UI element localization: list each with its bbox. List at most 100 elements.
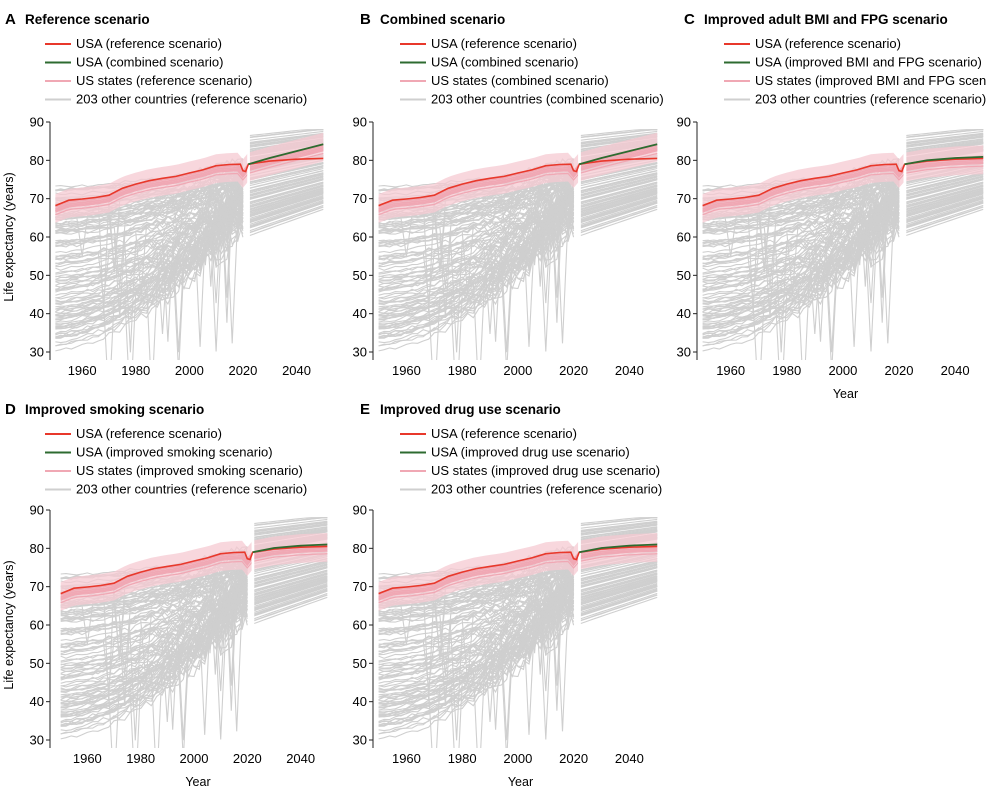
usa-reference-line [55,157,324,207]
country-line [702,172,900,323]
x-tick-label: 2000 [175,363,204,378]
country-line [378,560,575,711]
country-line [579,563,658,584]
legend-label: USA (combined scenario) [431,55,578,70]
country-line [252,517,328,526]
country-line [904,206,984,234]
country-line [55,186,244,261]
usa-scenario-line [579,543,658,554]
country-line [579,585,658,611]
x-tick-label: 2020 [559,751,588,766]
panel-letter: B [360,11,371,28]
country-line [579,187,658,211]
country-line [378,182,574,353]
x-tick-label: 1960 [73,751,102,766]
country-line [904,191,984,216]
country-line [702,196,900,360]
country-line [378,172,575,323]
x-tick-label: 2040 [286,751,315,766]
y-tick-label: 80 [30,153,44,168]
us-state-line [60,548,328,599]
country-line [579,523,658,535]
country-line [378,594,575,723]
legend-label: US states (improved BMI and FPG scenario… [755,73,986,88]
y-axis-label: Life expectancy (years) [2,172,16,301]
country-line [904,136,984,149]
country-line [252,578,328,603]
country-line [248,172,324,192]
country-line [579,185,658,208]
country-line [579,130,658,141]
y-tick-label: 60 [353,230,367,245]
country-line [248,133,324,145]
country-line [378,606,574,692]
country-line [378,562,575,618]
y-tick-label: 50 [30,656,44,671]
country-line [60,585,248,740]
country-line [248,197,324,223]
country-line [378,576,575,662]
country-line [904,185,984,208]
country-line [55,188,244,274]
country-line [378,192,575,282]
y-tick-label: 40 [30,694,44,709]
y-tick-label: 50 [353,268,367,283]
country-line [579,184,658,207]
country-line [378,174,575,230]
country-line [579,521,658,533]
x-tick-label: 1960 [716,363,745,378]
country-line [579,586,658,612]
panel-c: C Improved adult BMI and FPG scenario USA … [677,11,986,401]
country-line [252,576,328,601]
country-line [579,132,658,144]
us-state-line [55,144,324,208]
country-line [60,606,248,692]
panel-letter: A [5,11,16,28]
country-line [702,174,900,230]
country-line [252,596,328,625]
country-line [904,172,984,192]
country-line [248,166,324,185]
country-line [579,129,658,137]
panel-e: E Improved drug use scenario USA (referenc… [353,401,663,789]
country-line [378,584,574,709]
x-tick-label: 1980 [121,363,150,378]
country-line [904,202,984,229]
country-line [579,187,658,210]
country-line [579,181,658,204]
country-line [904,188,984,213]
country-line [904,129,984,137]
us-state-line [378,144,658,208]
usa-scenario-line [252,543,328,554]
country-line [60,561,248,620]
country-line [248,130,324,141]
country-line [702,189,900,259]
y-tick-label: 40 [30,306,44,321]
country-line [579,575,658,599]
y-tick-label: 50 [677,268,691,283]
country-line [252,570,328,593]
legend-label: USA (reference scenario) [76,426,222,441]
country-line [579,175,658,196]
country-line [252,566,328,587]
country-line [248,202,324,229]
legend-label: USA (reference scenario) [431,36,577,51]
x-axis-label: Year [508,775,533,789]
country-line [579,579,658,604]
country-line [579,181,658,203]
y-tick-label: 60 [353,618,367,633]
panel-a: A Reference scenario USA (reference scenar… [2,11,324,378]
country-line [702,197,900,352]
country-line [60,565,248,642]
country-line [904,181,984,204]
country-line [60,571,248,632]
x-tick-label: 2000 [180,751,209,766]
country-line [248,193,324,218]
us-state-line [55,146,324,210]
country-line [55,193,243,284]
country-line [579,133,658,145]
country-line [248,132,324,144]
legend-label: US states (improved smoking scenario) [76,463,303,478]
country-line [904,193,984,218]
y-tick-label: 90 [30,503,44,518]
